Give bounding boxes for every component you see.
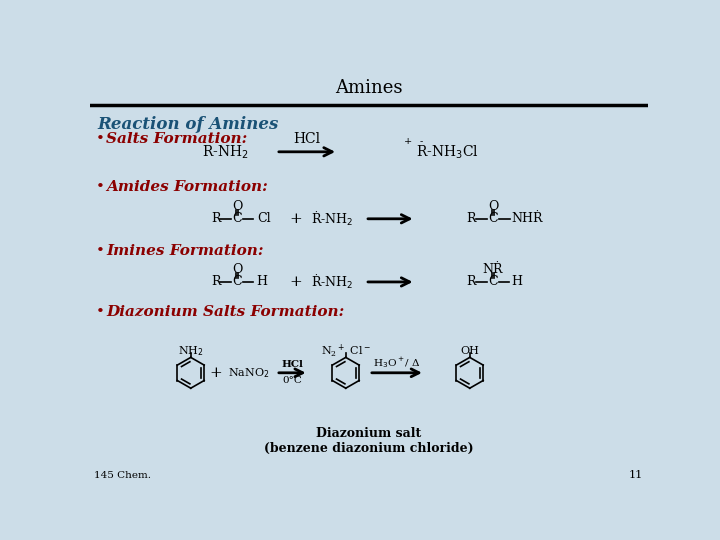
Text: NHṘ: NHṘ xyxy=(512,212,543,225)
Text: •: • xyxy=(96,180,105,194)
Text: 11: 11 xyxy=(629,470,644,480)
Text: R-NH$_3$Cl: R-NH$_3$Cl xyxy=(415,143,478,160)
Text: Diazonium Salts Formation:: Diazonium Salts Formation: xyxy=(107,305,345,319)
Text: Ṙ-NH$_2$: Ṙ-NH$_2$ xyxy=(311,210,353,228)
Text: Salts Formation:: Salts Formation: xyxy=(107,132,248,146)
Text: O: O xyxy=(232,200,243,213)
Text: C: C xyxy=(488,212,498,225)
Text: C: C xyxy=(233,275,242,288)
Text: R-NH$_2$: R-NH$_2$ xyxy=(202,143,249,160)
Text: Amides Formation:: Amides Formation: xyxy=(107,180,268,194)
Text: Cl: Cl xyxy=(258,212,271,225)
Text: H$_3$O$^+$/ Δ: H$_3$O$^+$/ Δ xyxy=(373,355,420,370)
Text: R: R xyxy=(467,275,476,288)
Text: +: + xyxy=(289,212,302,226)
Text: NaNO$_2$: NaNO$_2$ xyxy=(228,366,269,380)
Text: C: C xyxy=(233,212,242,225)
Text: +: + xyxy=(404,137,412,146)
Text: Amines: Amines xyxy=(336,79,402,97)
Text: Reaction of Amines: Reaction of Amines xyxy=(98,116,279,133)
Text: HCl: HCl xyxy=(282,360,303,369)
Text: HCl: HCl xyxy=(294,132,320,146)
Text: R: R xyxy=(211,275,220,288)
Text: •: • xyxy=(96,305,105,319)
Text: +: + xyxy=(289,275,302,289)
Text: +: + xyxy=(210,366,222,380)
Text: Ṙ-NH$_2$: Ṙ-NH$_2$ xyxy=(311,273,353,291)
Text: 145 Chem.: 145 Chem. xyxy=(94,471,151,480)
Text: $\mathregular{N_2}^+$ $\mathregular{Cl}^-$: $\mathregular{N_2}^+$ $\mathregular{Cl}^… xyxy=(321,343,371,360)
Text: R: R xyxy=(467,212,476,225)
Text: H: H xyxy=(512,275,523,288)
Text: NṘ: NṘ xyxy=(482,263,503,276)
Text: 0°C: 0°C xyxy=(282,376,302,385)
Text: H: H xyxy=(256,275,267,288)
Text: R: R xyxy=(211,212,220,225)
Text: •: • xyxy=(96,132,105,146)
Text: NH$_2$: NH$_2$ xyxy=(178,345,204,358)
Text: -: - xyxy=(420,137,423,146)
Text: O: O xyxy=(232,263,243,276)
Text: OH: OH xyxy=(460,346,480,356)
Text: C: C xyxy=(488,275,498,288)
Text: Diazonium salt
(benzene diazonium chloride): Diazonium salt (benzene diazonium chlori… xyxy=(264,427,474,455)
Text: O: O xyxy=(488,200,498,213)
Text: Imines Formation:: Imines Formation: xyxy=(107,244,264,258)
Text: •: • xyxy=(96,244,105,258)
